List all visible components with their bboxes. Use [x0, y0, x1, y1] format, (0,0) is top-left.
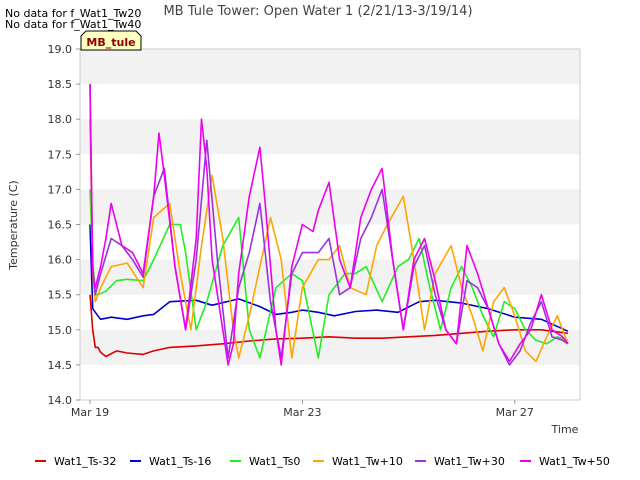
plot-background — [80, 49, 580, 400]
plot-band — [80, 364, 580, 400]
series-line-wat1-ts-16 — [89, 224, 569, 332]
x-tick-label: Mar 27 — [496, 406, 534, 419]
site-label: MB_tule — [86, 36, 135, 49]
plot-band — [80, 84, 580, 120]
y-tick-label: 14.0 — [48, 394, 73, 407]
series-line-wat1-tw-10 — [89, 119, 569, 363]
y-tick-label: 15.0 — [48, 324, 73, 337]
y-tick-label: 18.0 — [48, 113, 73, 126]
plot-band — [80, 329, 580, 365]
y-tick-label: 19.0 — [48, 43, 73, 56]
no-data-note-1: No data for f_Wat1_Tw20 — [5, 7, 141, 20]
no-data-note-2: No data for f_Wat1_Tw40 — [5, 18, 141, 31]
y-axis: 14.0 14.5 15.0 15.5 16.0 16.5 17.0 17.5 18.0 18.5… — [48, 43, 80, 407]
y-tick-label: 16.5 — [48, 219, 73, 232]
x-axis-label: Time — [551, 423, 579, 436]
plot-band — [80, 259, 580, 295]
series-line-wat1-tw-50 — [89, 84, 569, 366]
y-tick-label: 15.5 — [48, 289, 73, 302]
x-axis: Mar 19 Mar 23 Mar 27 — [71, 400, 534, 419]
x-tick-label: Mar 19 — [71, 406, 109, 419]
chart-title: MB Tule Tower: Open Water 1 (2/21/13-3/1… — [163, 4, 472, 19]
legend-label: Wat1_Tw+50 — [539, 455, 610, 468]
x-tick-label: Mar 23 — [283, 406, 321, 419]
plot-band — [80, 294, 580, 330]
y-tick-label: 14.5 — [48, 359, 73, 372]
legend-label: Wat1_Ts0 — [249, 455, 300, 468]
y-tick-label: 17.0 — [48, 183, 73, 196]
y-tick-label: 17.5 — [48, 148, 73, 161]
site-label-box: MB_tule — [80, 30, 142, 51]
plot-band — [80, 119, 580, 155]
legend-label: Wat1_Tw+30 — [434, 455, 505, 468]
series-lines — [89, 84, 569, 366]
y-tick-label: 16.0 — [48, 254, 73, 267]
y-axis-label: Temperature (C) — [7, 180, 20, 270]
legend: Wat1_Ts-32 Wat1_Ts-16 Wat1_Ts0 Wat1_Tw+10 Wa… — [35, 455, 610, 468]
legend-label: Wat1_Tw+10 — [332, 455, 403, 468]
legend-label: Wat1_Ts-32 — [54, 455, 116, 468]
y-tick-label: 18.5 — [48, 78, 73, 91]
legend-label: Wat1_Ts-16 — [149, 455, 211, 468]
plot-band — [80, 49, 580, 85]
